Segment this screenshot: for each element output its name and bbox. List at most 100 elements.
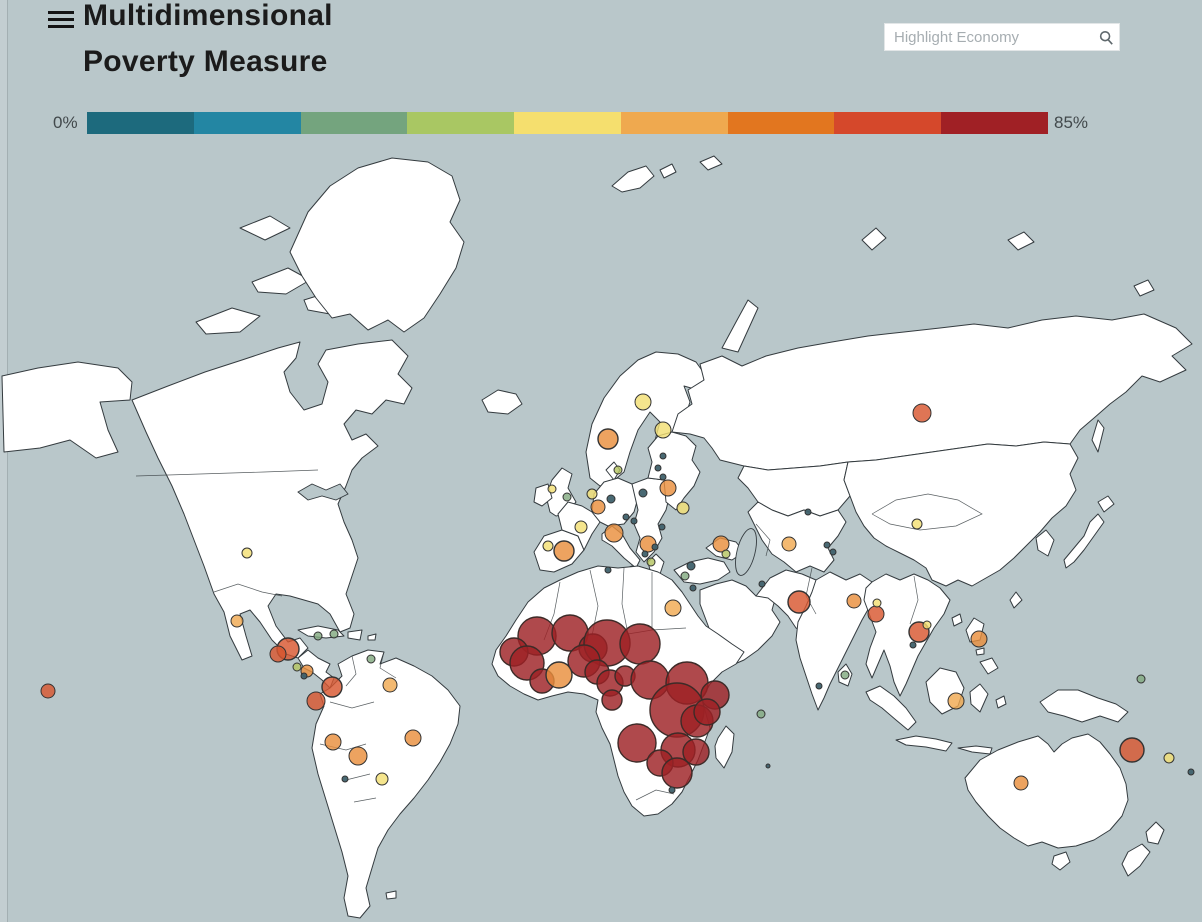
legend-color-segment — [193, 112, 301, 134]
poverty-bubble[interactable] — [1136, 674, 1146, 684]
poverty-bubble[interactable] — [590, 499, 606, 515]
poverty-bubble[interactable] — [912, 403, 932, 423]
poverty-bubble[interactable] — [846, 593, 862, 609]
poverty-bubble-layer[interactable] — [40, 393, 1195, 794]
poverty-bubble[interactable] — [601, 689, 623, 711]
poverty-bubble[interactable] — [606, 494, 616, 504]
poverty-bubble[interactable] — [630, 517, 638, 525]
poverty-bubble[interactable] — [230, 614, 244, 628]
poverty-bubble[interactable] — [300, 672, 308, 680]
legend-color-segment — [87, 112, 194, 134]
legend-color-segment — [620, 112, 728, 134]
poverty-bubble[interactable] — [40, 683, 56, 699]
poverty-bubble[interactable] — [804, 508, 812, 516]
poverty-bubble[interactable] — [638, 488, 648, 498]
poverty-bubble[interactable] — [604, 523, 624, 543]
poverty-bubble[interactable] — [829, 548, 837, 556]
poverty-bubble[interactable] — [542, 540, 554, 552]
poverty-bubble[interactable] — [269, 645, 287, 663]
poverty-bubble[interactable] — [382, 677, 398, 693]
poverty-bubble[interactable] — [617, 723, 657, 763]
poverty-bubble[interactable] — [604, 566, 612, 574]
poverty-bubble[interactable] — [682, 738, 710, 766]
poverty-bubble[interactable] — [634, 393, 652, 411]
poverty-bubble[interactable] — [292, 662, 302, 672]
poverty-bubble[interactable] — [689, 584, 697, 592]
poverty-bubble[interactable] — [781, 536, 797, 552]
poverty-bubble[interactable] — [659, 473, 667, 481]
poverty-bubble[interactable] — [815, 682, 823, 690]
poverty-bubble[interactable] — [553, 540, 575, 562]
poverty-bubble[interactable] — [668, 786, 676, 794]
poverty-bubble[interactable] — [654, 464, 662, 472]
poverty-bubble[interactable] — [765, 763, 771, 769]
poverty-bubble[interactable] — [324, 733, 342, 751]
poverty-bubble[interactable] — [313, 631, 323, 641]
poverty-bubble[interactable] — [1013, 775, 1029, 791]
legend-color-segment — [834, 112, 942, 134]
poverty-bubble[interactable] — [641, 550, 649, 558]
poverty-bubble[interactable] — [1187, 768, 1195, 776]
poverty-bubble[interactable] — [574, 520, 588, 534]
poverty-bubble[interactable] — [404, 729, 422, 747]
poverty-bubble[interactable] — [758, 580, 766, 588]
poverty-bubble[interactable] — [787, 590, 811, 614]
poverty-bubble[interactable] — [241, 547, 253, 559]
legend-color-scale[interactable] — [87, 112, 1049, 134]
poverty-bubble[interactable] — [911, 518, 923, 530]
world-map-land[interactable] — [1, 155, 1193, 919]
poverty-bubble[interactable] — [1163, 752, 1175, 764]
poverty-bubble[interactable] — [664, 599, 682, 617]
legend-min-label: 0% — [53, 113, 78, 132]
poverty-bubble[interactable] — [329, 629, 339, 639]
poverty-bubble[interactable] — [659, 479, 677, 497]
search-icon[interactable] — [1098, 30, 1114, 46]
poverty-bubble[interactable] — [341, 775, 349, 783]
legend-max-label: 85% — [1054, 113, 1089, 132]
poverty-bubble[interactable] — [659, 452, 667, 460]
legend-color-segment — [727, 112, 835, 134]
poverty-bubble[interactable] — [547, 484, 557, 494]
poverty-bubble[interactable] — [686, 561, 696, 571]
poverty-bubble[interactable] — [562, 492, 572, 502]
poverty-bubble[interactable] — [366, 654, 376, 664]
poverty-bubble[interactable] — [348, 746, 368, 766]
poverty-bubble[interactable] — [658, 523, 666, 531]
poverty-bubble[interactable] — [721, 549, 731, 559]
window-left-edge — [0, 0, 8, 922]
poverty-bubble[interactable] — [680, 571, 690, 581]
poverty-bubble[interactable] — [712, 535, 730, 553]
poverty-bubble[interactable] — [586, 488, 598, 500]
legend-color-segment — [941, 112, 1049, 134]
poverty-bubble[interactable] — [693, 698, 721, 726]
poverty-bubble[interactable] — [872, 598, 882, 608]
poverty-bubble[interactable] — [375, 772, 389, 786]
poverty-bubble[interactable] — [654, 421, 672, 439]
poverty-bubble[interactable] — [867, 605, 885, 623]
poverty-bubble[interactable] — [756, 709, 766, 719]
poverty-bubble[interactable] — [947, 692, 965, 710]
search-input[interactable] — [884, 23, 1120, 51]
poverty-bubble[interactable] — [646, 557, 656, 567]
poverty-bubble[interactable] — [651, 543, 659, 551]
poverty-bubble[interactable] — [1119, 737, 1145, 763]
poverty-bubble[interactable] — [321, 676, 343, 698]
poverty-bubble[interactable] — [545, 661, 573, 689]
poverty-bubble[interactable] — [840, 670, 850, 680]
poverty-bubble[interactable] — [622, 513, 630, 521]
legend-color-segment — [514, 112, 621, 134]
poverty-bubble[interactable] — [909, 641, 917, 649]
poverty-bubble[interactable] — [613, 465, 623, 475]
legend-color-segment — [407, 112, 515, 134]
poverty-bubble[interactable] — [619, 623, 661, 665]
poverty-bubble[interactable] — [597, 428, 619, 450]
poverty-bubble[interactable] — [823, 541, 831, 549]
poverty-bubble[interactable] — [676, 501, 690, 515]
hamburger-menu-icon[interactable] — [48, 11, 74, 29]
poverty-bubble[interactable] — [922, 620, 932, 630]
legend-color-segment — [300, 112, 408, 134]
poverty-bubble[interactable] — [661, 757, 693, 789]
poverty-bubble[interactable] — [970, 630, 988, 648]
poverty-bubble[interactable] — [306, 691, 326, 711]
